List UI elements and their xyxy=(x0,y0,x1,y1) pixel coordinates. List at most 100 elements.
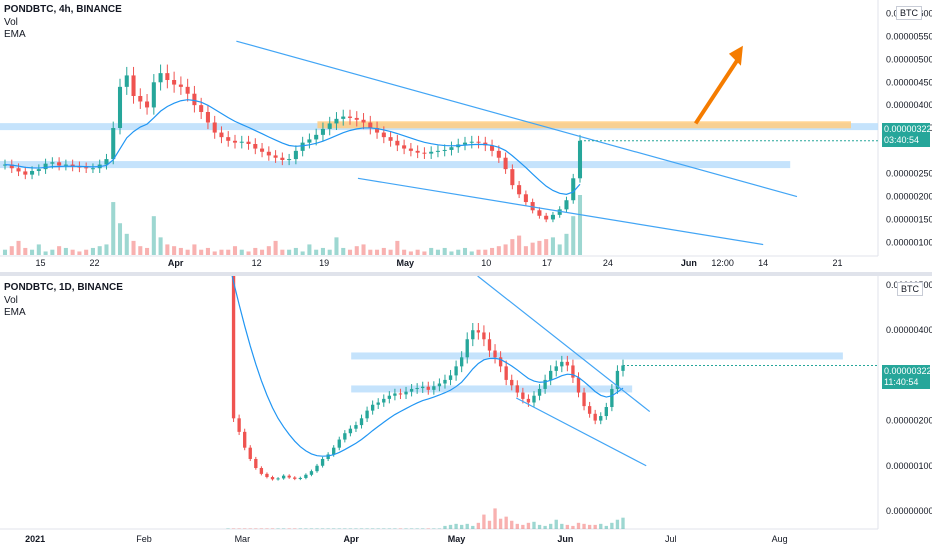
candle-body xyxy=(421,386,425,389)
volume-bar xyxy=(260,249,265,255)
volume-bar xyxy=(30,249,35,255)
candle-body xyxy=(9,164,14,169)
y-tick-label: 0.00000550 xyxy=(886,32,932,42)
candle-body xyxy=(442,149,447,151)
candle-body xyxy=(219,132,224,138)
candle-body xyxy=(199,105,204,112)
candle-body xyxy=(532,395,536,403)
volume-bar xyxy=(145,247,150,255)
candle-body xyxy=(544,215,549,220)
chart-svg-4h[interactable]: 0.000006000.000005500.000005000.00000450… xyxy=(0,0,932,272)
trendline xyxy=(477,276,651,413)
candle-body xyxy=(304,474,308,478)
candle-body xyxy=(443,379,447,384)
candle-body xyxy=(560,361,564,367)
candle-body xyxy=(348,428,353,434)
x-tick-label: Jul xyxy=(665,534,677,544)
candle-body xyxy=(582,392,586,407)
volume-bar xyxy=(582,523,586,529)
candle-body xyxy=(231,276,236,419)
volume-bar xyxy=(599,523,603,529)
candle-body xyxy=(124,75,129,87)
candle-body xyxy=(523,194,528,203)
pane-separator[interactable] xyxy=(0,272,932,276)
candle-body xyxy=(273,155,278,158)
x-tick-label: 19 xyxy=(319,258,329,268)
volume-bar xyxy=(560,523,564,529)
volume-bar xyxy=(498,518,503,529)
volume-bar xyxy=(293,528,297,529)
candle-body xyxy=(543,379,547,389)
volume-bar xyxy=(2,249,8,255)
volume-bar xyxy=(273,240,278,255)
volume-bar xyxy=(270,528,275,529)
candle-body xyxy=(265,473,269,478)
candle-body xyxy=(554,366,558,371)
volume-bar xyxy=(298,528,302,529)
arrow-shaft xyxy=(693,56,741,125)
y-tick-label: 0.00000400 xyxy=(886,325,932,335)
chart-pane-1d[interactable]: PONDBTC, 1D, BINANCE Vol EMA BTC 0.00000… xyxy=(0,276,932,550)
chart-pane-4h[interactable]: PONDBTC, 4h, BINANCE Vol EMA BTC 0.00000… xyxy=(0,0,932,272)
candle-body xyxy=(422,152,427,154)
candle-body xyxy=(426,386,430,390)
x-tick-label: Mar xyxy=(235,534,251,544)
candle-body xyxy=(398,393,403,395)
volume-bar xyxy=(504,516,508,529)
volume-bar xyxy=(348,528,353,529)
trendline xyxy=(357,177,764,246)
candle-body xyxy=(465,339,469,358)
candle-body xyxy=(435,150,440,152)
volume-bar xyxy=(448,524,453,529)
y-tick-label: 0.00000200 xyxy=(886,192,932,202)
candle-body xyxy=(354,117,359,120)
candle-body xyxy=(281,475,286,479)
candle-body xyxy=(332,447,336,455)
chart-svg-1d[interactable]: 0.000005000.000004000.000002000.00000100… xyxy=(0,276,932,550)
volume-bar xyxy=(571,216,576,255)
volume-bar xyxy=(361,244,366,255)
candle-body xyxy=(254,458,258,469)
volume-bar xyxy=(571,525,575,529)
candle-body xyxy=(610,388,614,408)
candle-body xyxy=(361,119,366,123)
candle-body xyxy=(359,418,364,426)
candle-body xyxy=(490,145,495,151)
zone-band xyxy=(351,352,843,360)
volume-bar xyxy=(543,525,547,529)
candle-body xyxy=(253,144,258,149)
vol-label: Vol xyxy=(4,16,18,28)
volume-bar xyxy=(510,239,515,255)
candle-body xyxy=(415,388,419,390)
candle-body xyxy=(564,200,569,210)
volume-bar xyxy=(387,528,392,529)
volume-bar xyxy=(124,233,129,255)
candle-body xyxy=(192,93,197,106)
volume-bar xyxy=(532,521,536,529)
candle-body xyxy=(510,379,514,386)
volume-bar xyxy=(332,528,336,529)
volume-bar xyxy=(554,519,558,529)
candle-body xyxy=(504,366,508,380)
candle-body xyxy=(503,157,508,170)
candle-body xyxy=(50,162,55,164)
candle-body xyxy=(298,477,302,479)
candle-body xyxy=(138,96,143,102)
volume-bar xyxy=(248,528,252,529)
x-tick-label: May xyxy=(448,534,466,544)
candle-body xyxy=(334,118,339,124)
volume-bar xyxy=(243,528,247,529)
volume-bar xyxy=(437,528,442,529)
volume-bar xyxy=(265,528,269,529)
candle-body xyxy=(43,163,48,170)
candle-body xyxy=(550,214,555,220)
volume-bar xyxy=(97,246,102,255)
volume-bar xyxy=(253,247,258,255)
candle-body xyxy=(449,147,454,150)
volume-bar xyxy=(422,251,427,255)
volume-bar xyxy=(471,525,475,529)
candle-body xyxy=(84,167,89,169)
candle-body xyxy=(415,150,420,153)
last-price-tag: 0.00000322 03:40:54 xyxy=(882,123,932,147)
last-price: 0.00000322 xyxy=(884,124,932,134)
